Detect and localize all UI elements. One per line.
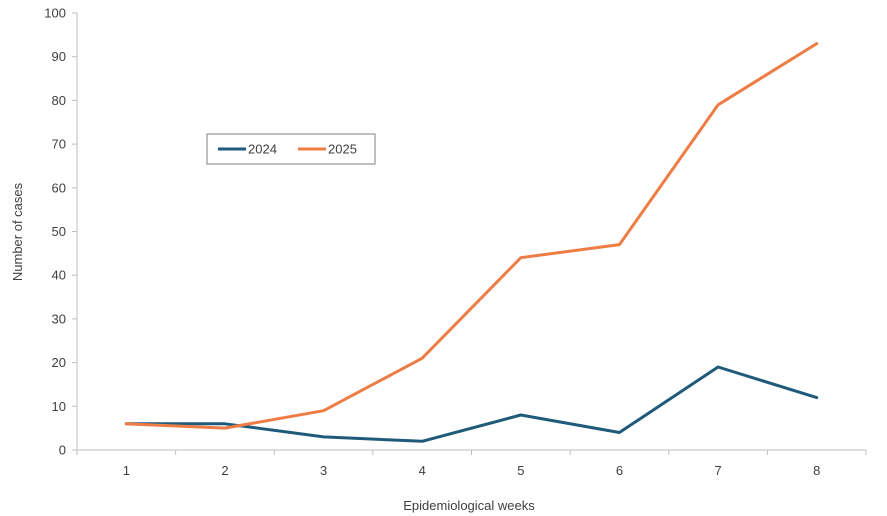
- y-tick-label: 50: [52, 224, 66, 239]
- y-tick-label: 20: [52, 355, 66, 370]
- x-tick-label: 4: [419, 463, 426, 478]
- y-tick-label: 0: [59, 443, 66, 458]
- legend: 2024 2025: [206, 133, 376, 165]
- x-tick-label: 1: [123, 463, 130, 478]
- x-axis-title: Epidemiological weeks: [403, 498, 535, 513]
- y-tick-label: 70: [52, 137, 66, 152]
- legend-label-2024: 2024: [248, 142, 277, 157]
- x-axis-ticks: 1 2 3 4 5 6 7 8: [76, 450, 867, 478]
- y-tick-label: 30: [52, 311, 66, 326]
- x-tick-label: 8: [813, 463, 820, 478]
- x-tick-label: 3: [320, 463, 327, 478]
- axes: [76, 13, 866, 451]
- y-tick-label: 80: [52, 93, 66, 108]
- y-tick-label: 10: [52, 399, 66, 414]
- x-tick-label: 7: [714, 463, 721, 478]
- y-axis-ticks: 0 10 20 30 40 50 60 70 80 90 100: [44, 6, 77, 458]
- x-tick-label: 2: [221, 463, 228, 478]
- y-axis-title: Number of cases: [10, 182, 25, 281]
- series-lines: [124, 42, 819, 443]
- series-line-2024: [124, 365, 819, 443]
- y-tick-label: 60: [52, 180, 66, 195]
- y-tick-label: 40: [52, 268, 66, 283]
- y-tick-label: 100: [44, 6, 66, 21]
- series-line-2025: [124, 42, 819, 430]
- x-tick-label: 5: [517, 463, 524, 478]
- y-tick-label: 90: [52, 49, 66, 64]
- x-tick-label: 6: [616, 463, 623, 478]
- legend-label-2025: 2025: [328, 142, 357, 157]
